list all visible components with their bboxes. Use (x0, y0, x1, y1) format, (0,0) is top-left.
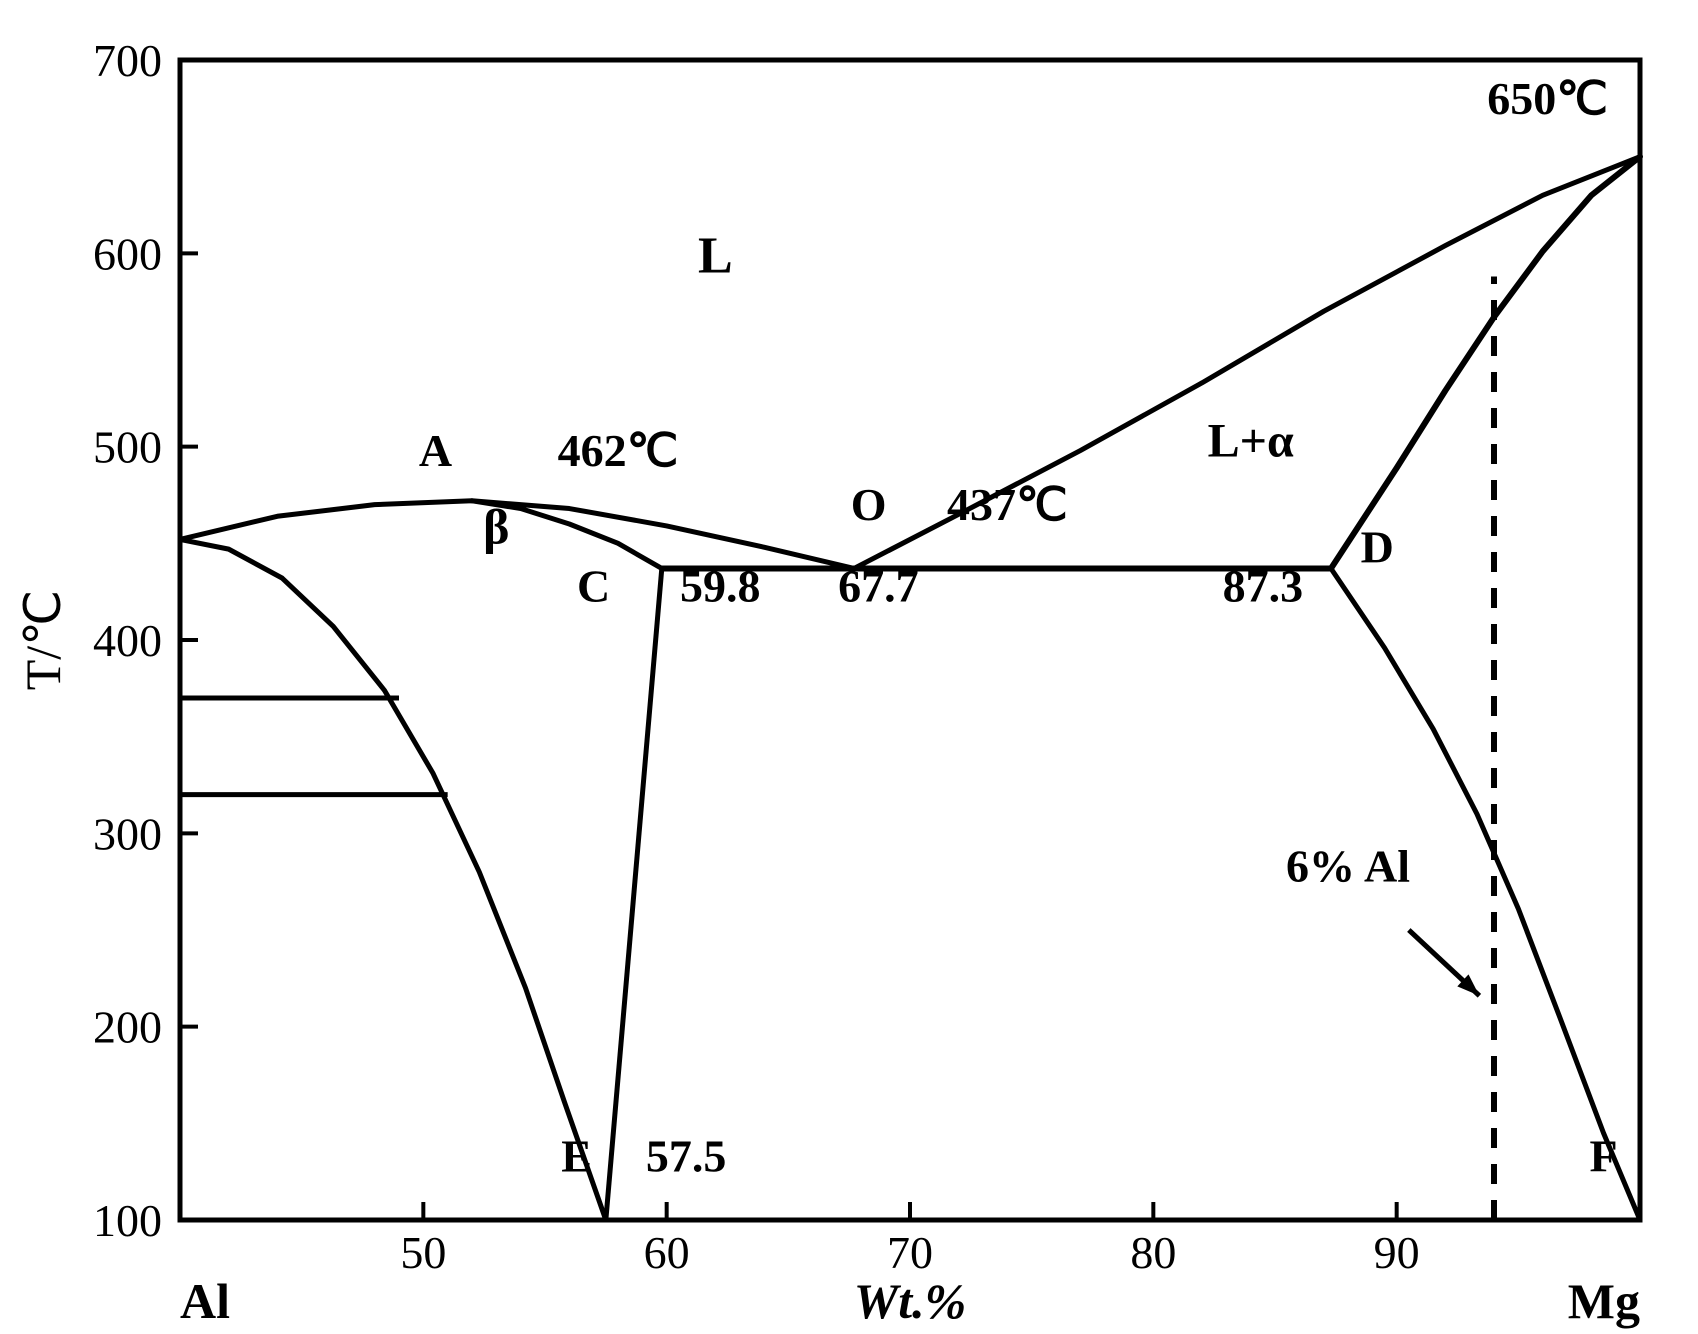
x-axis-title: Wt.% (854, 1273, 967, 1329)
x-tick-label: 70 (887, 1227, 933, 1278)
annotation: F (1589, 1131, 1617, 1182)
y-tick-label: 100 (93, 1195, 162, 1246)
annotation: A (419, 425, 452, 476)
annotation: O (851, 479, 887, 530)
annotation: E (561, 1131, 592, 1182)
curve-alpha_solidus_upper (1331, 157, 1640, 569)
plot-frame (180, 60, 1640, 1220)
annotation: D (1361, 522, 1394, 573)
curve-alpha_solvus_lower (1331, 568, 1640, 1220)
annotation: 650℃ (1487, 73, 1608, 124)
x-left-end-label: Al (180, 1273, 230, 1329)
y-tick-label: 400 (93, 615, 162, 666)
curve-beta_boundary_left (180, 539, 606, 1220)
y-tick-label: 700 (93, 35, 162, 86)
annotation: 437℃ (947, 479, 1068, 530)
segment-1 (606, 568, 662, 1220)
annotation: 57.5 (646, 1131, 727, 1182)
x-tick-label: 50 (400, 1227, 446, 1278)
annotation: 67.7 (838, 560, 919, 611)
x-right-end-label: Mg (1568, 1273, 1640, 1329)
region-label: L (698, 228, 733, 285)
phase-diagram: 50 60 70 80 90 Al Mg Wt.% 100 200 300 400 500 600 700 T… (0, 0, 1698, 1334)
y-tick-label: 300 (93, 808, 162, 859)
region-label: L+α (1208, 414, 1294, 467)
y-tick-label: 200 (93, 1002, 162, 1053)
y-tick-label: 500 (93, 422, 162, 473)
region-label: β (483, 498, 509, 554)
annotation: 6% Al (1286, 841, 1410, 892)
annotation: 87.3 (1223, 560, 1304, 611)
y-axis-title: T/℃ (15, 590, 71, 691)
annotation: 59.8 (680, 560, 761, 611)
annotation: C (577, 560, 610, 611)
x-tick-label: 60 (644, 1227, 690, 1278)
curve-liquidus_left (180, 501, 854, 569)
x-tick-label: 80 (1130, 1227, 1176, 1278)
x-tick-label: 90 (1374, 1227, 1420, 1278)
annotation: 462℃ (558, 425, 679, 476)
y-tick-label: 600 (93, 228, 162, 279)
